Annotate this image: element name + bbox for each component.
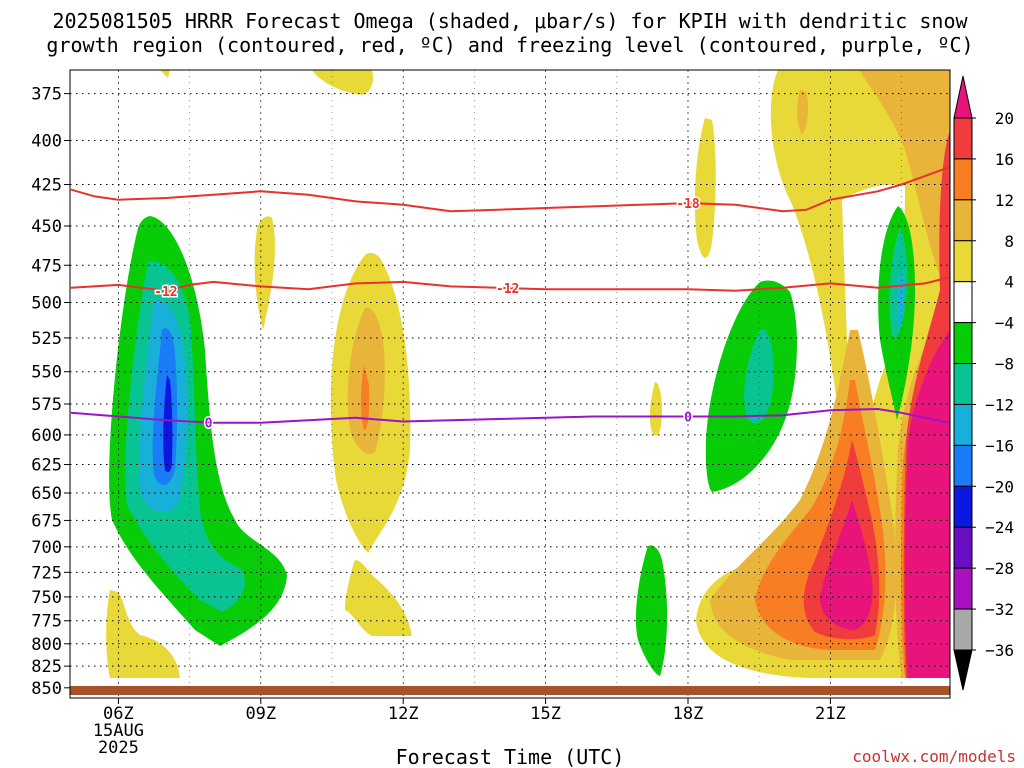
omega-shading (106, 70, 950, 678)
colorbar-label: −12 (985, 395, 1014, 414)
y-tick-label: 400 (31, 131, 62, 151)
omega-region-plus12 (361, 365, 370, 431)
y-tick-label: 700 (31, 538, 62, 558)
x-tick-label: 12Z (388, 704, 419, 724)
omega-region-plus4 (649, 382, 662, 436)
colorbar-label: −36 (985, 641, 1014, 660)
contour-line-0 (70, 407, 950, 424)
colorbar-band (953, 117, 973, 160)
colorbar-band (953, 485, 973, 528)
omega-region-minus12 (896, 270, 905, 328)
colorbar-band (953, 403, 973, 446)
colorbar-band (953, 199, 973, 242)
contour-label: -12 (496, 282, 519, 297)
omega-region-plus20 (820, 500, 873, 630)
y-tick-label: 600 (31, 426, 62, 446)
colorbar-band (953, 281, 973, 324)
colorbar-band (953, 567, 973, 610)
contour-label: 0 (684, 411, 692, 426)
y-tick-label: 750 (31, 588, 62, 608)
colorbar-band (953, 608, 973, 651)
colorbar-band (953, 526, 973, 569)
omega-region-minus20 (163, 375, 173, 473)
colorbar-label: −28 (985, 559, 1014, 578)
colorbar-band (953, 444, 973, 487)
y-tick-label: 575 (31, 395, 62, 415)
colorbar: 20 16 12 8 4 −4 −8 −12 −16 −20 −24 −28 −32 −36 (953, 75, 1014, 691)
x-axis-label: Forecast Time (UTC) (396, 745, 625, 768)
chart-title-line1: 2025081505 HRRR Forecast Omega (shaded, … (52, 9, 968, 33)
colorbar-top-cap (953, 75, 973, 119)
credit-text: coolwx.com/models (852, 747, 1016, 766)
terrain-strip (70, 686, 950, 695)
colorbar-label: −16 (985, 436, 1014, 455)
x-tick-label: 18Z (673, 704, 704, 724)
omega-region-plus4 (160, 70, 170, 78)
omega-region-plus4 (694, 118, 716, 258)
x-tick-label: 15Z (530, 704, 561, 724)
y-tick-label: 725 (31, 563, 62, 583)
omega-region-plus20 (905, 330, 950, 678)
omega-region-plus4 (106, 590, 180, 678)
y-tick-label: 375 (31, 85, 62, 105)
vertical-gridlines (118, 70, 902, 698)
colorbar-band (953, 158, 973, 201)
contour-label: -18 (676, 197, 700, 212)
y-tick-label: 475 (31, 256, 62, 276)
colorbar-band (953, 322, 973, 365)
x-tick-date-label: 15AUG (93, 721, 144, 741)
contour-label: -12 (154, 285, 177, 300)
colorbar-band (953, 363, 973, 405)
omega-region-plus4 (312, 70, 374, 95)
colorbar-label: 12 (995, 191, 1014, 210)
y-axis: 375 400 425 450 475 500 525 550 575 600 625 650 675 7… (31, 85, 70, 699)
colorbar-label: −24 (985, 518, 1014, 537)
y-tick-label: 625 (31, 456, 62, 476)
contour-line-minus12 (70, 276, 950, 292)
colorbar-bottom-cap (953, 649, 973, 691)
colorbar-label: −20 (985, 477, 1014, 496)
colorbar-label: −32 (985, 600, 1014, 619)
y-tick-label: 500 (31, 294, 62, 314)
omega-region-plus8 (860, 70, 950, 300)
omega-region-plus4 (254, 216, 275, 330)
y-tick-label: 775 (31, 612, 62, 632)
x-tick-year-label: 2025 (98, 738, 139, 758)
y-tick-label: 675 (31, 511, 62, 531)
colorbar-label: 4 (1004, 273, 1014, 292)
colorbar-label: 20 (995, 109, 1014, 128)
y-tick-label: 550 (31, 363, 62, 383)
x-tick-label: 06Z (103, 704, 134, 724)
plot-area: -18 -12 -12 0 0 (70, 70, 950, 698)
omega-region-plus4 (345, 560, 412, 636)
x-tick-label: 09Z (245, 704, 276, 724)
colorbar-label: −8 (995, 355, 1014, 374)
temperature-contours: -18 -12 -12 0 0 (70, 166, 950, 433)
y-tick-label: 825 (31, 657, 62, 677)
colorbar-band (953, 240, 973, 283)
omega-region-plus8 (797, 90, 809, 135)
y-tick-label: 800 (31, 635, 62, 655)
y-tick-label: 850 (31, 679, 62, 699)
chart-title-line2: growth region (contoured, red, ºC) and f… (46, 33, 973, 57)
y-tick-label: 650 (31, 484, 62, 504)
y-tick-label: 525 (31, 329, 62, 349)
colorbar-label: 16 (995, 150, 1014, 169)
colorbar-label: −4 (995, 314, 1014, 333)
colorbar-label: 8 (1004, 232, 1014, 251)
y-tick-label: 425 (31, 176, 62, 196)
contour-line-minus18 (70, 166, 950, 213)
y-tick-label: 450 (31, 217, 62, 237)
x-tick-label: 21Z (815, 704, 846, 724)
contour-label: 0 (205, 416, 213, 431)
plot-frame (69, 69, 951, 699)
